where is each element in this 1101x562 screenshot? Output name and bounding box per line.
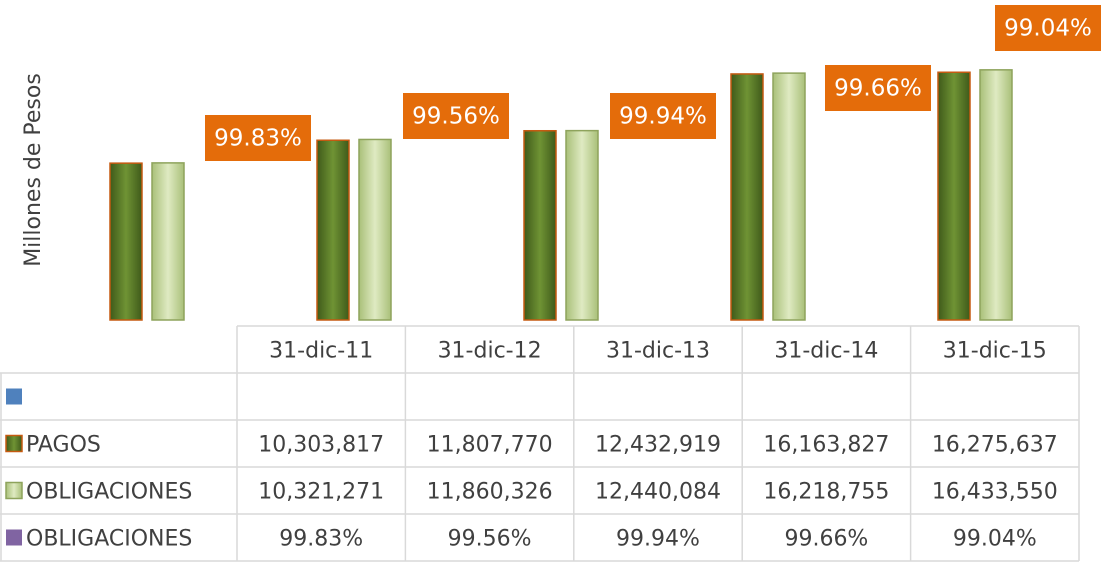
series-name: OBLIGACIONES	[26, 480, 192, 505]
legend-key	[6, 388, 22, 405]
bar	[730, 73, 764, 321]
bar	[523, 129, 557, 321]
table-value: 16,218,755	[763, 480, 889, 505]
table-value: 99.66%	[784, 527, 868, 552]
table-value: 12,440,084	[595, 480, 721, 505]
bar	[937, 71, 971, 321]
data-label: 99.94%	[619, 104, 707, 130]
percent-label-box	[995, 5, 1101, 51]
category-label: 31-dic-11	[269, 339, 373, 364]
table-value: 99.04%	[953, 527, 1037, 552]
table-value: 12,432,919	[595, 433, 721, 458]
percent-label-box	[825, 65, 931, 111]
data-label: 99.56%	[412, 104, 500, 130]
data-label: 99.66%	[834, 76, 922, 102]
legend-key	[5, 481, 23, 500]
category-label: 31-dic-12	[438, 339, 542, 364]
table-value: 99.94%	[616, 527, 700, 552]
table-value: 11,807,770	[427, 433, 553, 458]
percent-label-box	[610, 93, 716, 139]
bar	[316, 139, 350, 321]
legend-key	[6, 529, 22, 546]
table-value: 16,275,637	[932, 433, 1058, 458]
data-label: 99.04%	[1004, 16, 1092, 42]
y-axis-label: Millones de Pesos	[21, 73, 46, 267]
bar	[151, 162, 185, 321]
percent-label-box	[403, 93, 509, 139]
percent-label-box	[205, 115, 311, 161]
bar	[109, 162, 143, 321]
category-label: 31-dic-15	[943, 339, 1047, 364]
bar	[979, 69, 1013, 321]
category-label: 31-dic-14	[774, 339, 878, 364]
table-value: 99.83%	[279, 527, 363, 552]
table-value: 10,321,271	[258, 480, 384, 505]
table-value: 16,163,827	[763, 433, 889, 458]
bar	[358, 138, 392, 321]
series-name: PAGOS	[26, 433, 101, 458]
legend-key	[5, 434, 23, 453]
category-label: 31-dic-13	[606, 339, 710, 364]
table-value: 11,860,326	[427, 480, 553, 505]
data-label: 99.83%	[214, 126, 302, 152]
series-name: OBLIGACIONES	[26, 527, 192, 552]
table-value: 16,433,550	[932, 480, 1058, 505]
bar	[772, 72, 806, 321]
bar	[565, 129, 599, 321]
table-value: 10,303,817	[258, 433, 384, 458]
table-value: 99.56%	[448, 527, 532, 552]
